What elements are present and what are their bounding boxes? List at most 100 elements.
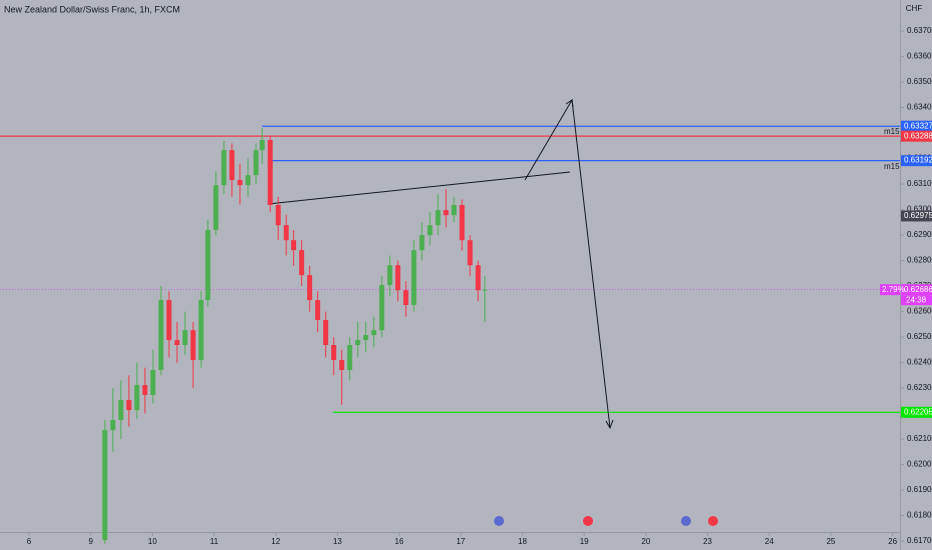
arrow-head [565, 99, 574, 108]
candle-body [419, 235, 425, 251]
candle-body [459, 205, 465, 241]
price-label: 0.62205 [904, 407, 932, 416]
event-icon[interactable] [583, 516, 593, 526]
price-label-box [901, 130, 932, 142]
x-tick-label: 11 [210, 537, 219, 546]
candle-body [475, 265, 481, 291]
price-label: 0.62686 [904, 285, 932, 294]
candle-body [267, 139, 273, 206]
price-label: 0.63288 [904, 131, 932, 140]
x-tick-label: 18 [518, 537, 527, 546]
candle-body [118, 400, 124, 420]
candle-body [213, 185, 219, 230]
candle-body [158, 300, 164, 370]
x-tick-label: 17 [456, 537, 465, 546]
x-tick-label: 13 [333, 537, 342, 546]
candle-body [379, 285, 385, 331]
candle-body [174, 340, 180, 345]
candle-body [363, 335, 369, 341]
candle-body [323, 320, 329, 345]
candle-body [291, 240, 297, 251]
event-icon[interactable] [681, 516, 691, 526]
event-icons [494, 516, 718, 526]
candle-body [275, 205, 281, 226]
x-tick-label: 9 [88, 537, 93, 546]
candle-body [443, 210, 449, 216]
x-tick-label: 20 [641, 537, 650, 546]
trend-line [267, 171, 571, 205]
candle-body [198, 300, 204, 361]
candle-body [205, 229, 211, 301]
candle-body [315, 300, 321, 321]
candle-body [229, 150, 235, 181]
candle-body [166, 300, 172, 341]
candle-body [403, 290, 409, 305]
y-tick-label: 0.63700 [907, 26, 932, 35]
path-arrow [524, 98, 611, 429]
price-label-box [901, 284, 932, 296]
candle-body [253, 150, 259, 176]
price-label-box [901, 406, 932, 418]
candle-body [482, 289, 488, 291]
event-icon[interactable] [708, 516, 718, 526]
x-tick-label: 6 [27, 537, 32, 546]
last-price-label: 0.62975 [904, 211, 932, 220]
x-tick-label: 26 [888, 537, 897, 546]
x-tick-label: 23 [703, 537, 712, 546]
candle-body [182, 330, 188, 345]
user-drawings [267, 98, 614, 430]
annotation: m15 [884, 162, 900, 171]
candle-body [355, 340, 361, 345]
candle-body [102, 430, 108, 541]
candle-body [427, 225, 433, 236]
candle-body [307, 275, 313, 301]
price-label: 0.63192 [904, 156, 932, 165]
candle-body [467, 240, 473, 266]
candle-body [190, 330, 196, 361]
candle-body [435, 210, 441, 226]
x-tick-label: 12 [271, 537, 280, 546]
candle-body [150, 369, 156, 395]
event-icon[interactable] [494, 516, 504, 526]
candle-body [339, 360, 345, 370]
x-tick-label: 16 [395, 537, 404, 546]
change-box [880, 284, 900, 296]
candle-body [283, 225, 289, 241]
arrow-head [605, 419, 614, 430]
candle-body [371, 330, 377, 336]
candle-body [387, 265, 393, 286]
price-label-box [901, 120, 932, 132]
price-label-box [901, 155, 932, 167]
candle-body [142, 385, 148, 395]
candle-body [126, 400, 132, 411]
countdown-box [901, 295, 932, 306]
candle-body [237, 180, 243, 186]
candle-body [134, 385, 140, 411]
currency-label: CHF [906, 4, 923, 13]
candle-body [347, 344, 353, 370]
x-tick-label: 24 [765, 537, 774, 546]
change-label: 2.79% [882, 285, 905, 294]
candle-body [411, 250, 417, 305]
price-label: 0.63327 [904, 121, 932, 130]
candle-body [221, 150, 227, 186]
candle-body [395, 265, 401, 291]
candle-body [451, 205, 457, 216]
x-tick-label: 10 [148, 537, 157, 546]
countdown: 24:38 [906, 295, 927, 304]
